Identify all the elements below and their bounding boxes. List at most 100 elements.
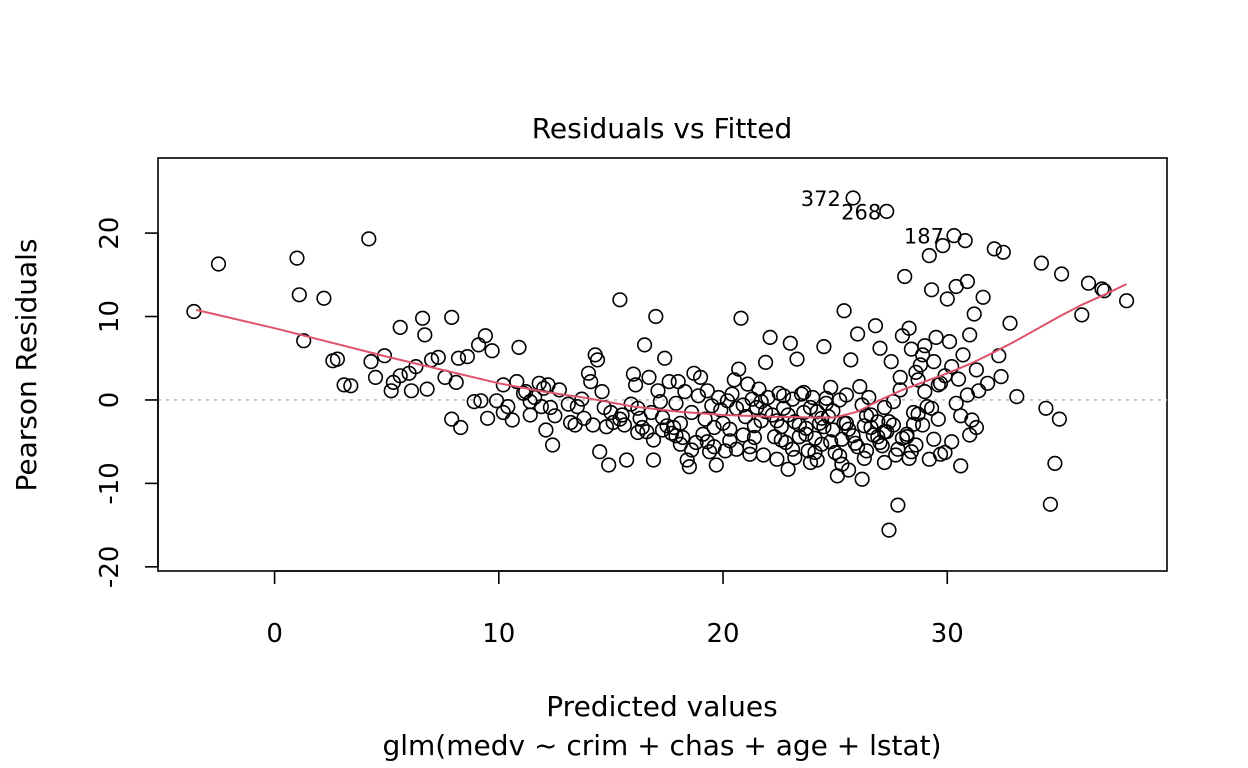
data-point [726, 372, 742, 388]
data-point [930, 411, 946, 427]
x-tick-label: 30 [931, 619, 964, 649]
data-point [825, 422, 841, 438]
data-point [755, 447, 772, 463]
data-point [955, 347, 971, 363]
data-point [874, 438, 890, 454]
data-point [959, 273, 976, 290]
data-point [897, 268, 913, 285]
data-point [762, 329, 778, 346]
data-point [903, 444, 920, 460]
data-point [917, 384, 933, 400]
data-point [885, 417, 902, 433]
data-point [780, 461, 796, 477]
data-point [962, 427, 978, 443]
data-point [363, 354, 379, 370]
y-tick-label: -10 [95, 462, 125, 504]
data-point [415, 310, 431, 326]
data-point [1033, 255, 1049, 271]
data-point [944, 359, 960, 375]
data-point [706, 419, 722, 436]
data-point [450, 350, 467, 366]
data-point [876, 454, 893, 471]
data-point [939, 291, 955, 307]
outlier-label: 268 [841, 200, 881, 224]
x-tick-label: 0 [266, 619, 283, 649]
data-point [522, 407, 538, 423]
data-point [601, 457, 617, 473]
data-point [953, 458, 969, 474]
data-point [789, 351, 805, 367]
data-point [668, 428, 684, 444]
data-point [585, 417, 601, 433]
x-tick-label: 20 [706, 619, 739, 649]
data-point [630, 424, 646, 441]
data-point [444, 411, 460, 427]
data-point [876, 399, 893, 416]
data-point [858, 443, 875, 459]
data-point [966, 306, 982, 322]
data-point [536, 380, 552, 396]
data-point [892, 369, 908, 386]
y-tick-label: 20 [95, 217, 125, 250]
data-point [419, 381, 435, 397]
data-point [742, 446, 758, 462]
data-point [473, 393, 489, 409]
data-point [784, 391, 801, 407]
data-point [634, 419, 650, 436]
data-point [690, 388, 707, 404]
y-axis-label: Pearson Residuals [10, 239, 43, 492]
data-point [948, 395, 964, 411]
data-point [872, 340, 888, 356]
data-point [843, 352, 859, 368]
data-point [935, 238, 951, 254]
data-point [448, 374, 464, 391]
data-point [645, 452, 662, 468]
data-point [1047, 455, 1063, 472]
data-point [710, 389, 727, 406]
data-point [831, 448, 848, 464]
data-point [289, 250, 305, 266]
data-point [892, 382, 908, 398]
outlier-label: 187 [904, 225, 944, 249]
data-point [751, 381, 767, 397]
data-point [697, 411, 713, 427]
chart-subtitle: glm(medv ~ crim + chas + age + lstat) [382, 729, 941, 762]
data-point [733, 310, 749, 326]
data-point [1051, 411, 1067, 427]
data-point [417, 327, 433, 343]
data-point [670, 374, 686, 390]
data-point [652, 394, 668, 410]
data-point [926, 354, 942, 370]
data-point [459, 349, 476, 365]
data-points [186, 190, 1135, 538]
data-point [654, 422, 671, 438]
data-point [921, 451, 937, 467]
data-point [361, 231, 377, 247]
data-point [921, 248, 937, 264]
data-point [746, 429, 763, 446]
data-point [800, 443, 816, 459]
data-point [923, 282, 940, 298]
data-point [560, 396, 576, 412]
data-point [959, 387, 976, 403]
data-point [802, 454, 819, 471]
data-point [477, 328, 494, 344]
data-point [625, 366, 642, 382]
data-point [291, 287, 307, 303]
data-point [867, 318, 884, 334]
data-point [807, 444, 823, 461]
data-point [699, 383, 715, 399]
data-point [856, 418, 872, 434]
data-point [838, 387, 855, 403]
data-point [376, 348, 393, 364]
data-point [836, 415, 852, 431]
data-point [986, 241, 1002, 257]
data-point [612, 411, 628, 427]
data-point [1074, 307, 1090, 323]
data-point [569, 399, 585, 415]
data-point [480, 410, 496, 426]
data-point [809, 452, 825, 468]
data-point [533, 399, 550, 415]
data-point [890, 497, 906, 513]
